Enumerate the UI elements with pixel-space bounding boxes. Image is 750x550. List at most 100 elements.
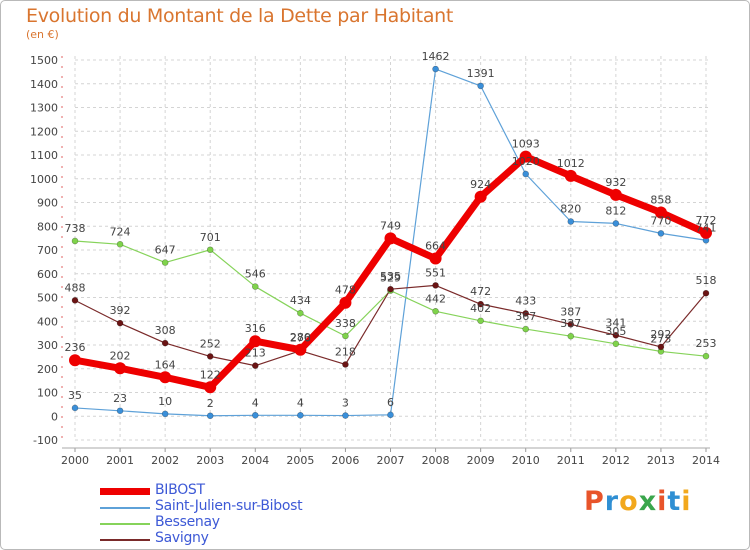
data-point [432, 307, 439, 315]
x-tick-label: 2010 [512, 454, 540, 467]
data-label: 535 [380, 270, 401, 283]
data-label: 434 [290, 294, 311, 307]
data-point [567, 332, 575, 340]
data-point [474, 190, 487, 203]
data-label: 701 [200, 231, 221, 244]
data-label: 664 [425, 240, 446, 253]
data-label: 6 [387, 396, 394, 409]
legend-label: BIBOST [155, 482, 205, 498]
data-point [116, 241, 124, 248]
data-point [477, 300, 484, 308]
data-label: 546 [245, 268, 266, 281]
data-label: 1020 [512, 155, 540, 168]
y-tick-label: 500 [37, 292, 58, 305]
data-point [161, 410, 169, 418]
logo-letter: r [604, 486, 620, 517]
x-tick-label: 2009 [467, 454, 495, 467]
data-label: 236 [65, 341, 86, 354]
data-label: 402 [470, 302, 491, 315]
y-tick-label: 0 [51, 410, 58, 423]
data-point [206, 246, 214, 254]
data-point [522, 170, 530, 178]
y-tick-label: 700 [37, 244, 58, 257]
data-point [567, 321, 575, 328]
data-point [612, 220, 620, 227]
logo-letter: x [638, 486, 658, 517]
data-label: 387 [560, 305, 581, 318]
data-label: 4 [252, 396, 259, 409]
data-label: 276 [290, 332, 311, 345]
data-label: 1391 [467, 67, 495, 80]
data-point [609, 188, 622, 201]
data-point [564, 169, 577, 182]
data-point [477, 317, 484, 325]
data-label: 23 [113, 392, 127, 405]
data-point [612, 331, 620, 339]
data-point [251, 362, 259, 369]
y-tick-label: -100 [33, 434, 58, 447]
data-label: 202 [110, 349, 131, 362]
data-label: 488 [65, 281, 86, 294]
x-tick-label: 2007 [377, 454, 405, 467]
data-point [522, 325, 530, 333]
data-label: 724 [110, 225, 131, 238]
data-point [297, 411, 304, 419]
data-point [71, 237, 79, 245]
data-label: 341 [605, 316, 626, 329]
data-label: 4 [297, 396, 304, 409]
y-tick-label: 1300 [30, 102, 58, 115]
data-label: 273 [650, 332, 671, 345]
chart-title: Evolution du Montant de la Dette par Hab… [26, 5, 454, 27]
data-point [387, 285, 394, 293]
data-point [339, 296, 352, 309]
data-point [477, 82, 484, 90]
x-tick-label: 2003 [196, 454, 224, 467]
data-point [342, 361, 349, 368]
x-tick-label: 2001 [106, 454, 134, 467]
y-tick-label: 1500 [30, 54, 58, 67]
data-label: 338 [335, 317, 356, 330]
x-tick-label: 2014 [692, 454, 720, 467]
data-label: 122 [200, 368, 221, 381]
data-point [657, 343, 665, 351]
data-label: 292 [650, 328, 671, 341]
data-point [342, 332, 349, 340]
data-label: 647 [155, 244, 176, 257]
data-point [294, 343, 307, 356]
logo-letter: t [667, 486, 682, 517]
data-label: 316 [245, 322, 266, 335]
data-label: 433 [515, 294, 536, 307]
legend-swatch [100, 523, 150, 525]
data-label: 518 [696, 274, 717, 287]
data-label: 772 [696, 214, 717, 227]
legend-swatch [100, 539, 150, 541]
data-label: 738 [65, 222, 86, 235]
data-label: 164 [155, 358, 176, 371]
y-tick-label: 300 [37, 339, 58, 352]
proxiti-logo: Proxiti [584, 486, 692, 517]
data-label: 812 [605, 204, 626, 217]
data-label: 367 [515, 310, 536, 323]
y-tick-label: 800 [37, 220, 58, 233]
y-tick-label: 1200 [30, 125, 58, 138]
y-tick-label: 1000 [30, 173, 58, 186]
x-tick-label: 2008 [422, 454, 450, 467]
data-point [116, 407, 124, 415]
data-point [69, 354, 81, 367]
data-label: 392 [110, 304, 131, 317]
data-label: 337 [560, 317, 581, 330]
data-point [387, 411, 394, 419]
y-tick-label: 100 [37, 387, 58, 400]
legend-swatch [100, 488, 150, 495]
data-point [432, 282, 439, 289]
data-label: 472 [470, 285, 491, 298]
logo-letter: i [657, 486, 668, 517]
logo-letter: P [584, 486, 605, 517]
data-point [702, 289, 710, 297]
data-label: 280 [290, 331, 311, 344]
y-tick-label: 1400 [30, 78, 58, 91]
data-label: 253 [696, 337, 717, 350]
data-label: 770 [650, 214, 671, 227]
y-tick-label: 200 [37, 363, 58, 376]
